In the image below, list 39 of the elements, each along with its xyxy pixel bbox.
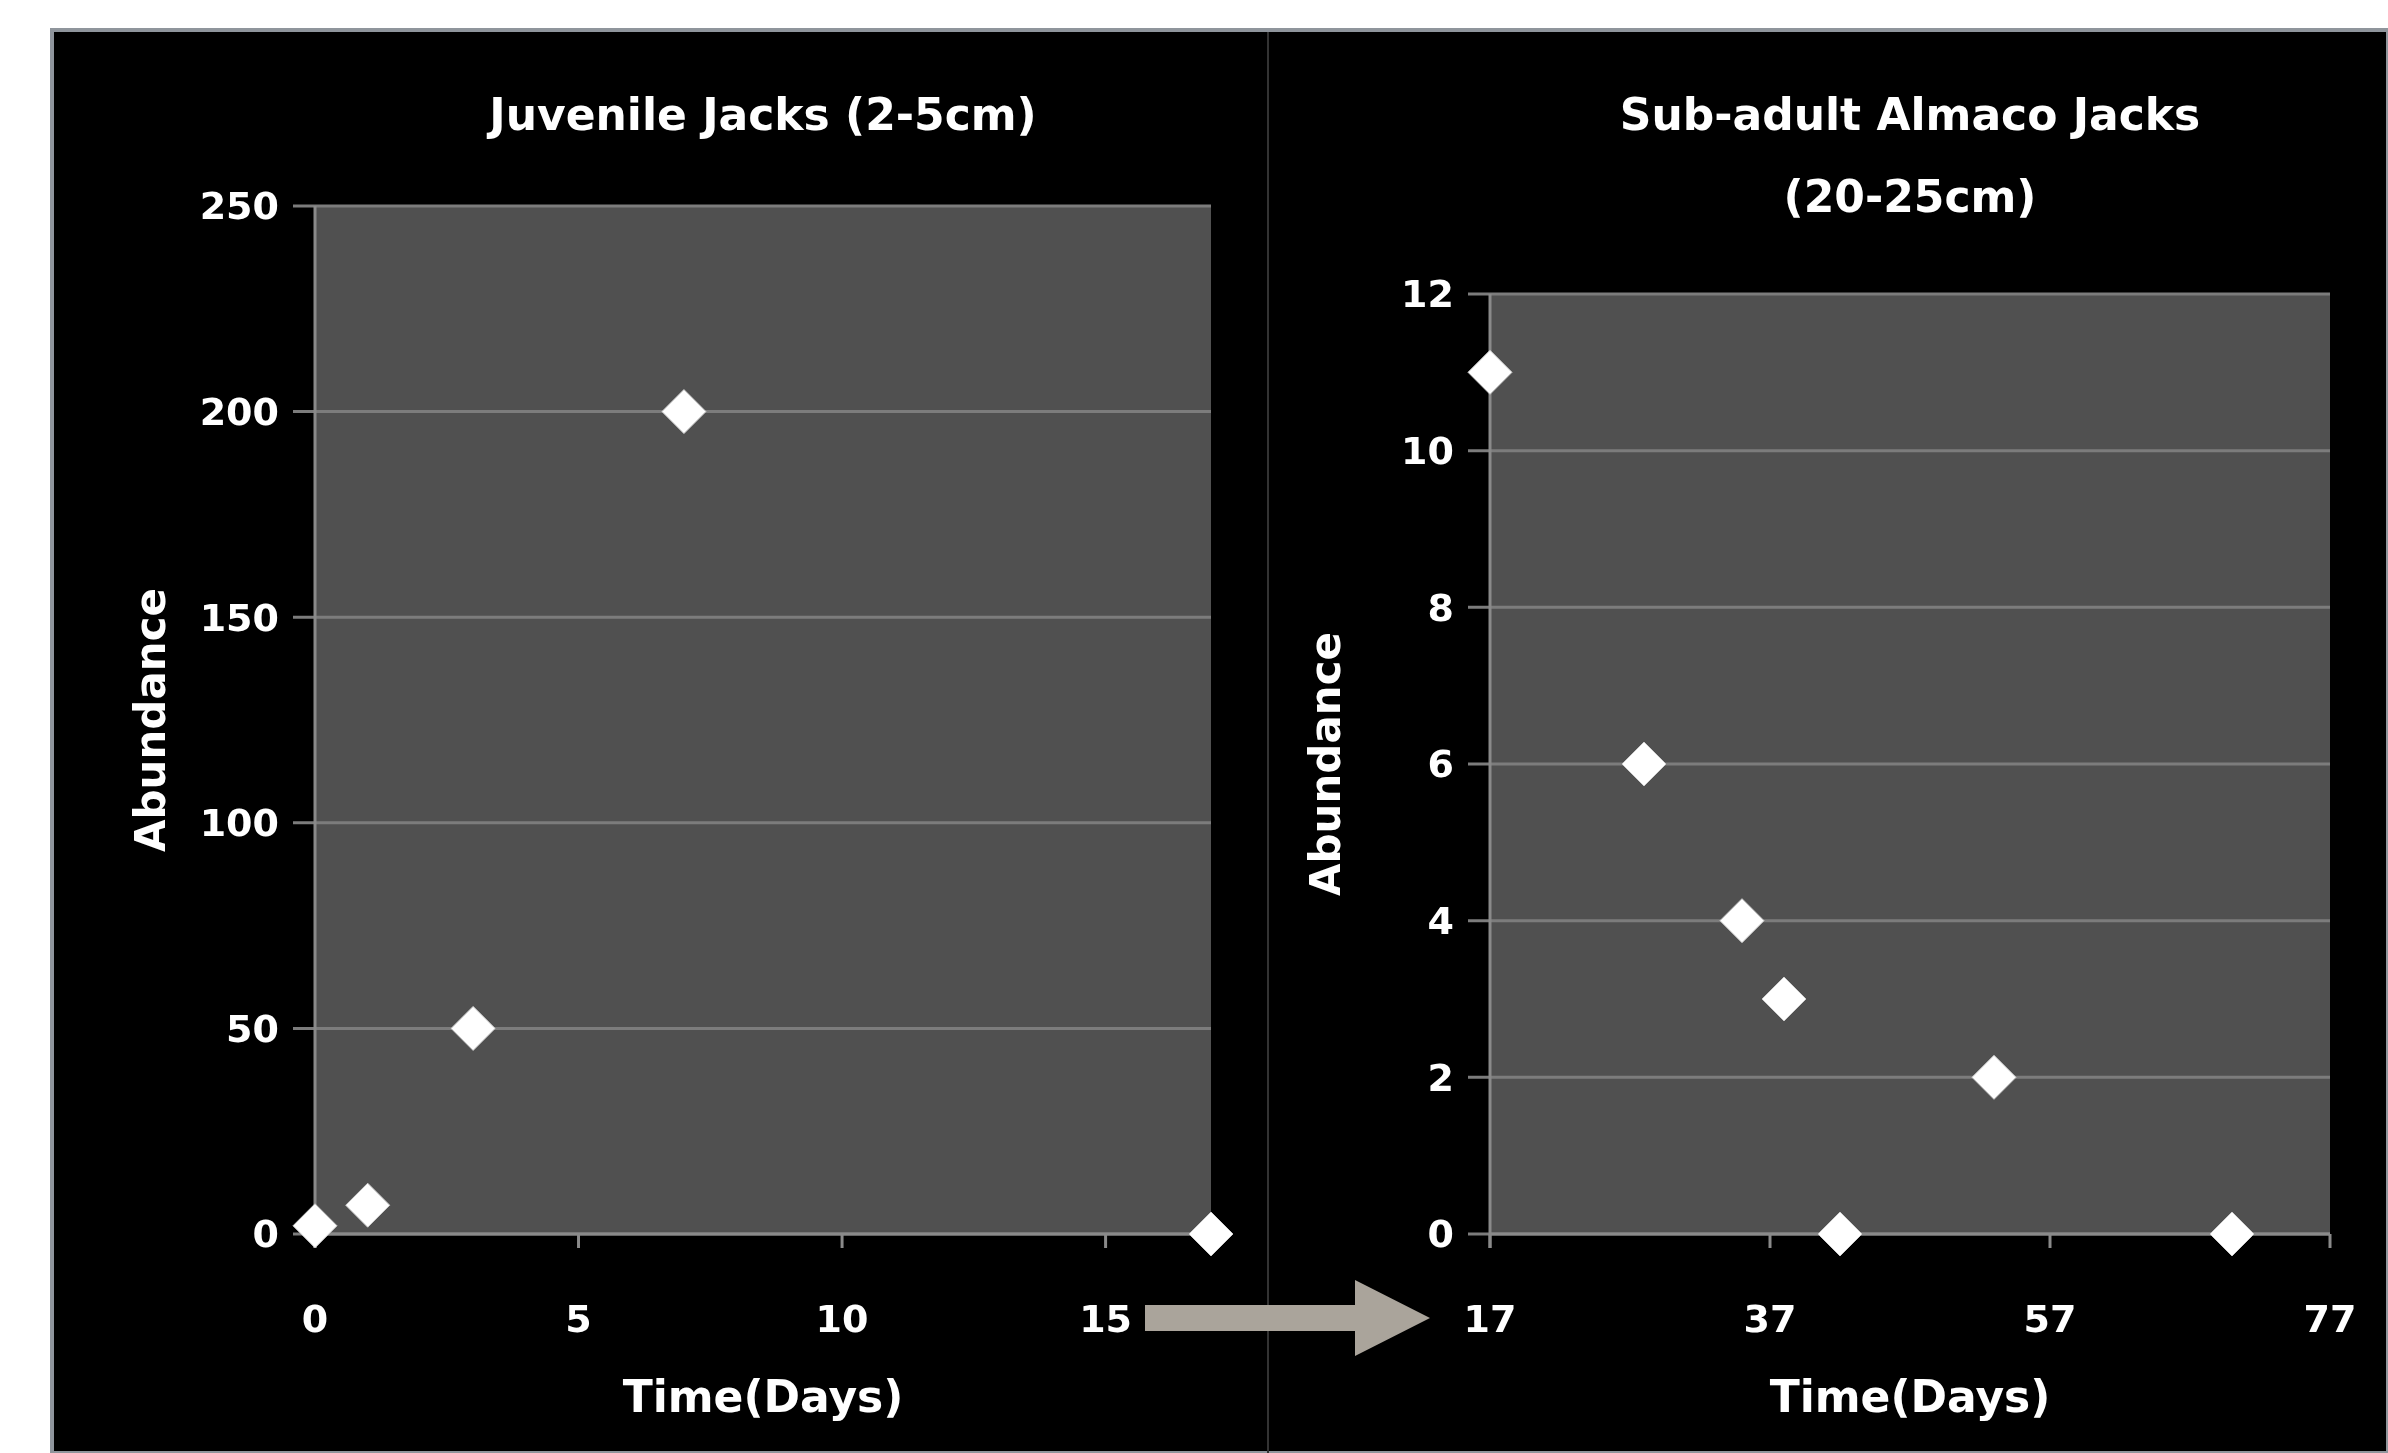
y-tick-label: 10 [1401,428,1454,473]
y-tick-label: 2 [1427,1055,1454,1100]
point [292,1203,338,1249]
x-tick-label: 37 [1743,1297,1797,1341]
y-tick-label: 0 [1427,1212,1454,1257]
point [1817,1211,1863,1257]
point [345,1182,391,1228]
chart-title: Sub-adult Almaco Jacks (20-25cm) [1619,89,2201,222]
y-tick-label: 0 [252,1212,279,1257]
y-axis-title: Abundance [126,587,175,853]
x-tick-label: 15 [1079,1297,1133,1341]
point [2209,1211,2255,1257]
y-tick-label: 250 [199,184,279,229]
point [1467,349,1513,395]
y-tick-label: 12 [1401,272,1454,317]
x-tick-label: 77 [2303,1297,2357,1341]
x-tick-label: 57 [2023,1297,2077,1341]
chart-title: Juvenile Jacks (2-5cm) [486,89,1037,140]
x-tick-label: 5 [565,1297,592,1341]
point [1761,976,1807,1022]
point [1188,1211,1234,1257]
x-tick-label: 0 [301,1297,329,1341]
point [1621,741,1667,787]
point [450,1005,496,1051]
y-tick-label: 100 [199,801,279,846]
point [1719,898,1765,944]
y-tick-label: 4 [1427,898,1454,943]
point [1971,1054,2017,1100]
y-axis-title: Abundance [1301,631,1350,897]
y-tick-label: 150 [199,595,279,640]
y-tick-label: 8 [1427,585,1454,630]
y-tick-label: 50 [226,1006,279,1051]
x-tick-label: 10 [815,1297,869,1341]
x-tick-label: 17 [1463,1297,1517,1341]
x-axis-title: Time(Days) [622,1371,904,1422]
x-axis-title: Time(Days) [1769,1371,2051,1422]
point [661,389,707,435]
y-tick-label: 6 [1427,742,1454,787]
y-tick-label: 200 [199,389,279,434]
